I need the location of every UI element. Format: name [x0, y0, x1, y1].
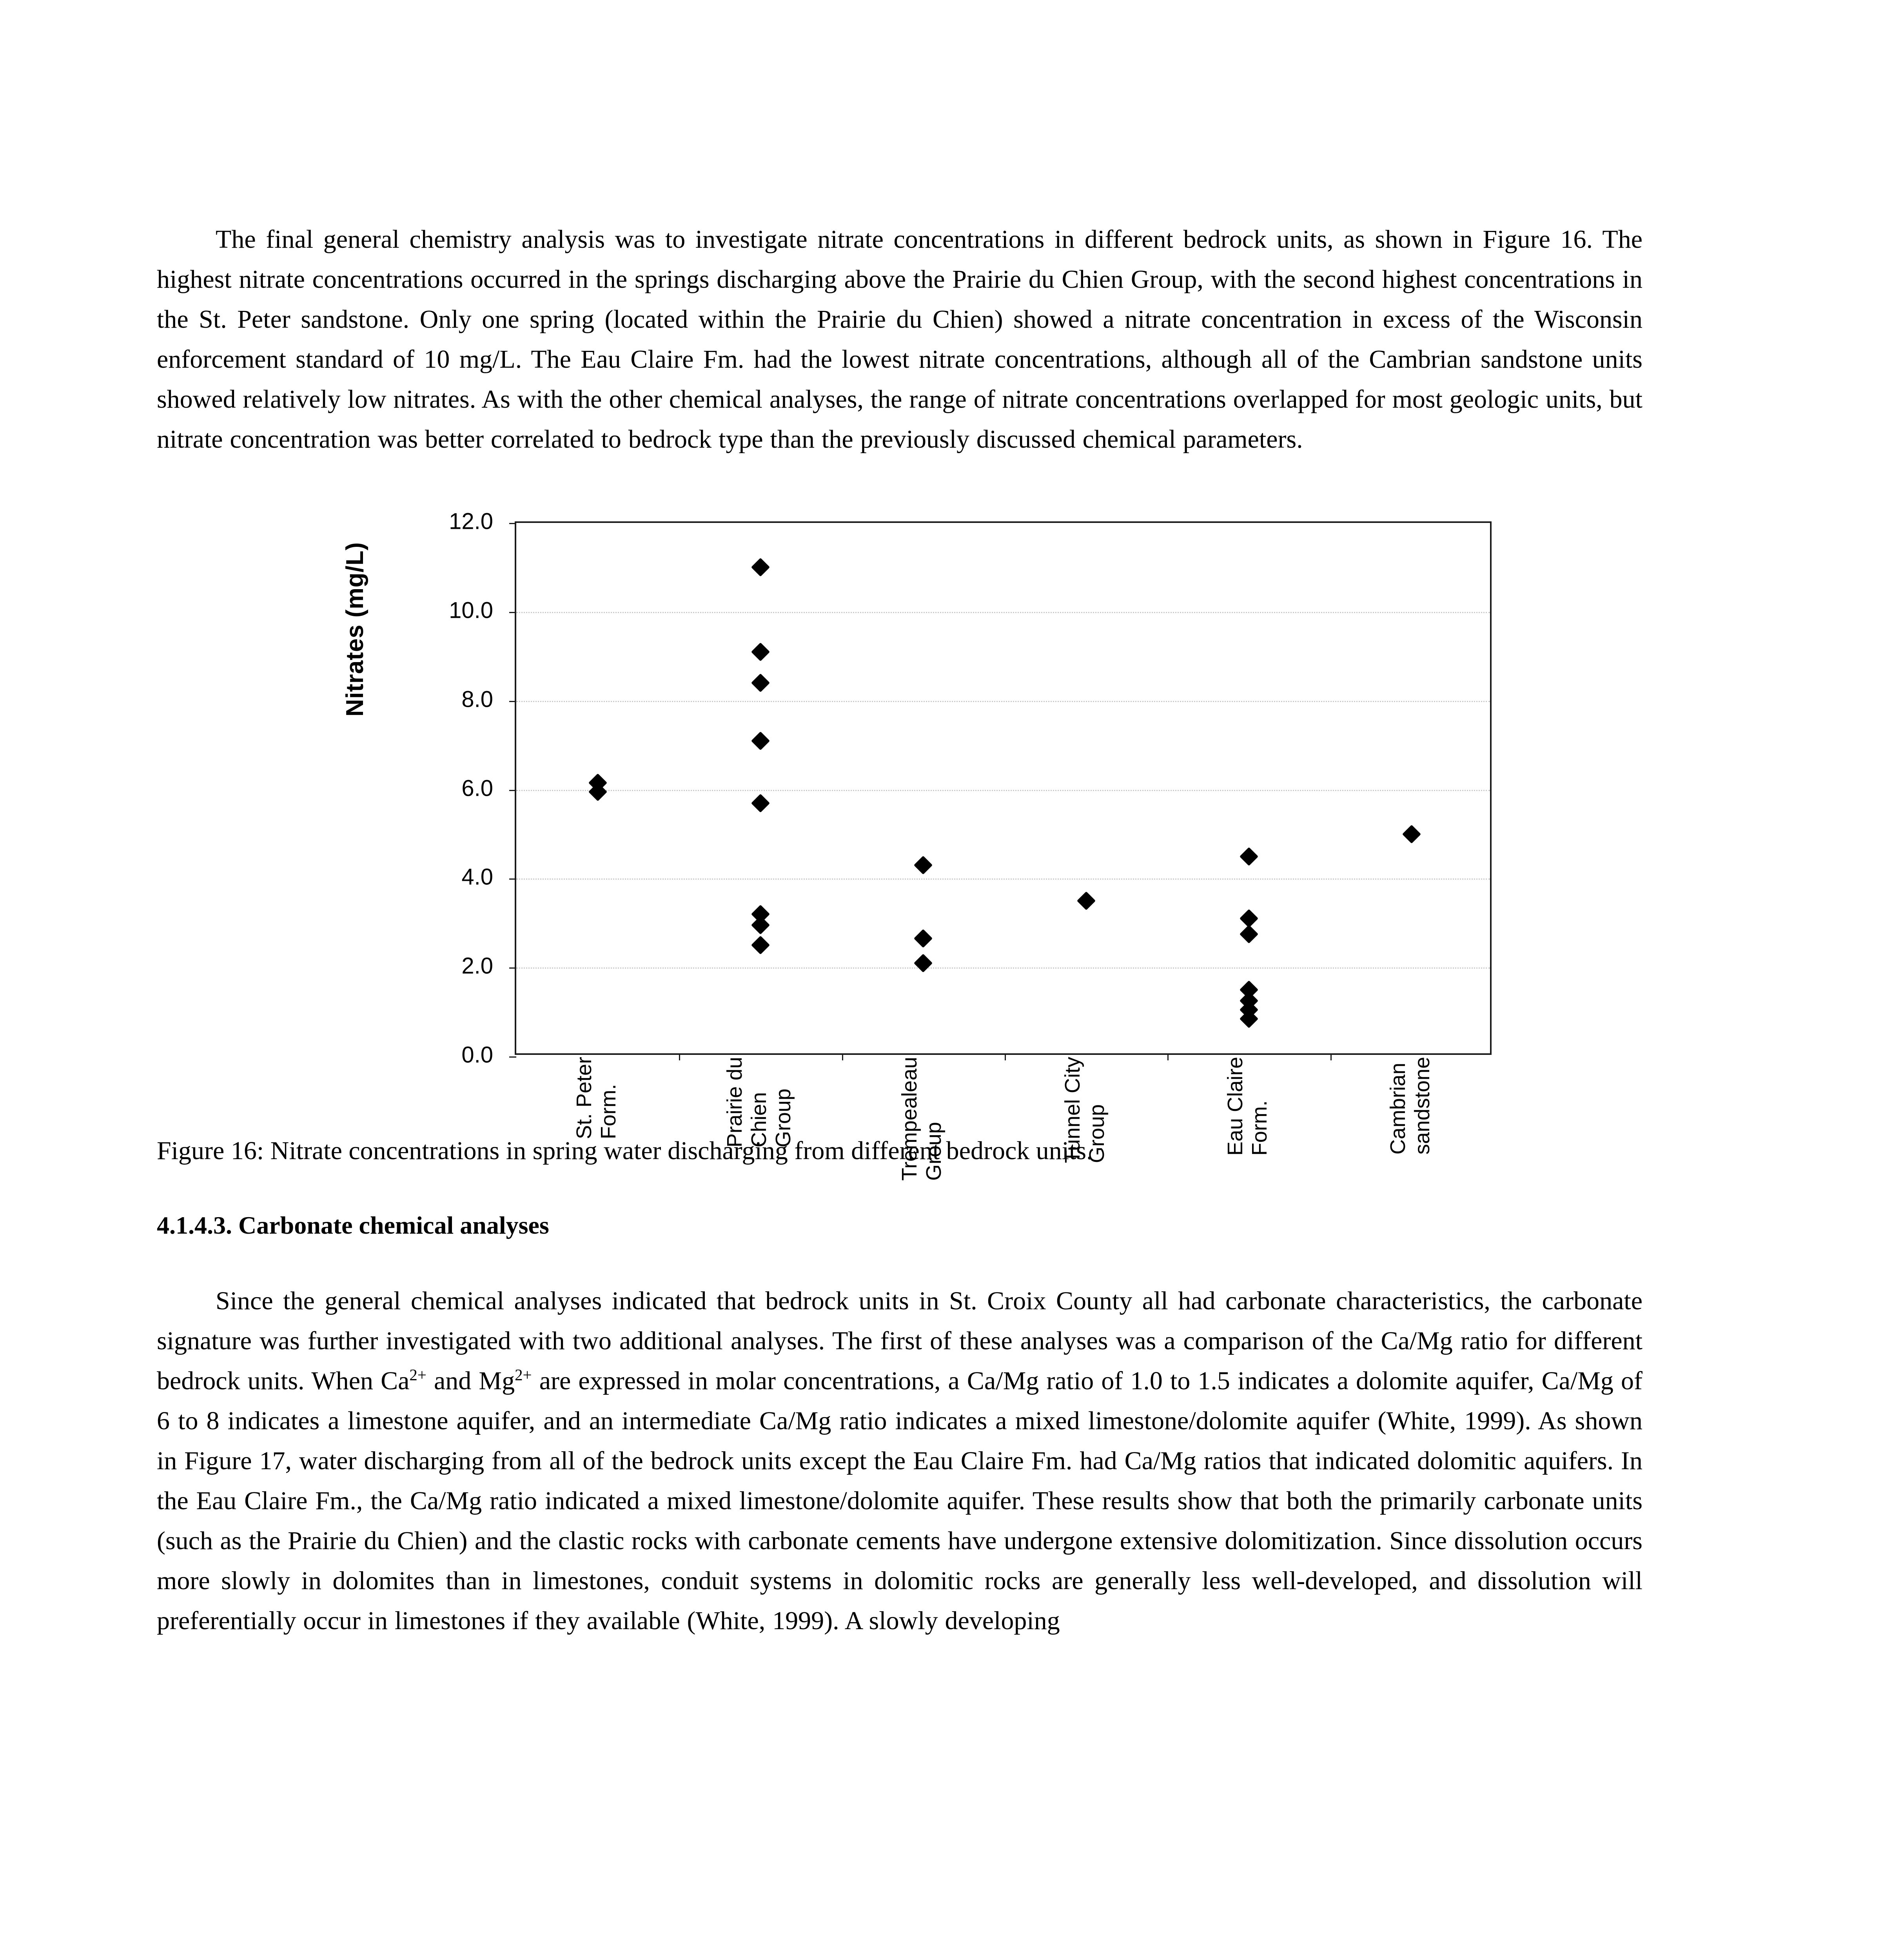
x-axis-tick-labels: St. Peter Form. Prairie du Chien Group Trempe… — [515, 1057, 1492, 1253]
x-axis-category-label-line: Group — [1085, 1104, 1109, 1163]
x-axis-category-label-line: Tunnel City — [1060, 1057, 1084, 1163]
paragraph-part-b: and Mg — [426, 1367, 515, 1395]
y-tick-mark — [509, 1056, 516, 1058]
gridline — [516, 701, 1490, 702]
data-point — [1239, 847, 1259, 866]
superscript-mg-charge: 2+ — [515, 1366, 532, 1384]
superscript-ca-charge: 2+ — [409, 1366, 426, 1384]
data-point — [1076, 891, 1096, 911]
gridline — [516, 878, 1490, 880]
y-axis-title: Nitrates (mg/L) — [341, 542, 368, 717]
x-axis-category-label-line: Trempealeau — [898, 1057, 922, 1181]
x-axis-category-label-line: St. Peter — [572, 1057, 596, 1140]
x-axis-category-label-line: Form. — [1248, 1100, 1271, 1156]
data-point — [914, 856, 933, 875]
plot-area — [509, 521, 1492, 1060]
y-axis-tick-labels: 0.0 2.0 4.0 6.0 8.0 10.0 12.0 — [376, 497, 506, 1068]
gridline — [516, 967, 1490, 969]
y-tick-mark — [509, 523, 516, 524]
x-axis-category-label: Prairie du Chien Group — [722, 1057, 795, 1147]
data-point — [1402, 824, 1421, 844]
data-point — [751, 916, 770, 935]
nitrate-scatter-chart: Nitrates (mg/L) 0.0 2.0 4.0 6.0 8.0 10.0 12.0 … — [157, 497, 1642, 1181]
paragraph-part-c: are expressed in molar concentrations, a… — [157, 1367, 1642, 1635]
y-tick-label: 8.0 — [461, 686, 493, 712]
data-point — [751, 731, 770, 750]
data-point — [751, 793, 770, 813]
x-axis-category-label: Tunnel City Group — [1060, 1057, 1109, 1163]
y-tick-mark — [509, 789, 516, 791]
paragraph-nitrate-analysis: The final general chemistry analysis was… — [157, 225, 1642, 454]
data-point — [751, 558, 770, 577]
x-axis-category-label: Eau Claire Form. — [1223, 1057, 1272, 1156]
x-tick-mark — [1167, 1053, 1169, 1060]
data-point — [1239, 925, 1259, 944]
data-point — [751, 936, 770, 955]
page-content: The final general chemistry analysis was… — [157, 220, 1642, 1641]
section-heading-carbonate: 4.1.4.3. Carbonate chemical analyses — [157, 1211, 549, 1239]
gridline — [516, 612, 1490, 613]
x-tick-mark — [1330, 1053, 1332, 1060]
x-axis-category-label: St. Peter Form. — [572, 1057, 621, 1139]
y-tick-mark — [509, 612, 516, 613]
x-tick-mark — [842, 1053, 843, 1060]
data-point — [914, 953, 933, 973]
x-axis-category-label-line: Prairie du — [723, 1057, 746, 1148]
x-axis-category-label-line: Form. — [596, 1084, 620, 1140]
data-point — [751, 673, 770, 693]
x-tick-mark — [1005, 1053, 1006, 1060]
x-axis-category-label-line: Eau Claire — [1223, 1057, 1247, 1156]
gridline — [516, 789, 1490, 791]
x-axis-category-label-line: Cambrian — [1386, 1063, 1410, 1155]
x-tick-mark — [679, 1053, 681, 1060]
x-axis-category-label-line: sandstone — [1410, 1057, 1434, 1155]
data-point — [751, 642, 770, 661]
paragraph-carbonate-analysis: Since the general chemical analyses indi… — [157, 1281, 1642, 1641]
y-tick-mark — [509, 967, 516, 969]
y-tick-label: 0.0 — [461, 1042, 493, 1068]
y-tick-label: 4.0 — [461, 864, 493, 890]
x-axis-category-label: Trempealeau Group — [897, 1057, 946, 1181]
x-axis-category-label-line: Group — [922, 1122, 946, 1181]
y-tick-label: 6.0 — [461, 775, 493, 801]
y-tick-label: 10.0 — [449, 597, 493, 623]
y-tick-label: 2.0 — [461, 953, 493, 979]
figure-16: Nitrates (mg/L) 0.0 2.0 4.0 6.0 8.0 10.0 12.0 … — [157, 497, 1642, 1181]
data-point — [914, 929, 933, 948]
paragraph-part-a: Since the general chemical analyses indi… — [157, 1287, 1642, 1395]
y-tick-mark — [509, 878, 516, 880]
x-axis-category-label: Cambrian sandstone — [1386, 1057, 1434, 1154]
figure-caption: Figure 16: Nitrate concentrations in spr… — [157, 1136, 1093, 1165]
spacer — [157, 459, 1642, 497]
x-axis-category-label-line: Chien — [747, 1092, 771, 1148]
y-tick-mark — [509, 701, 516, 702]
y-tick-label: 12.0 — [449, 508, 493, 534]
x-axis-category-label-line: Group — [771, 1089, 795, 1148]
